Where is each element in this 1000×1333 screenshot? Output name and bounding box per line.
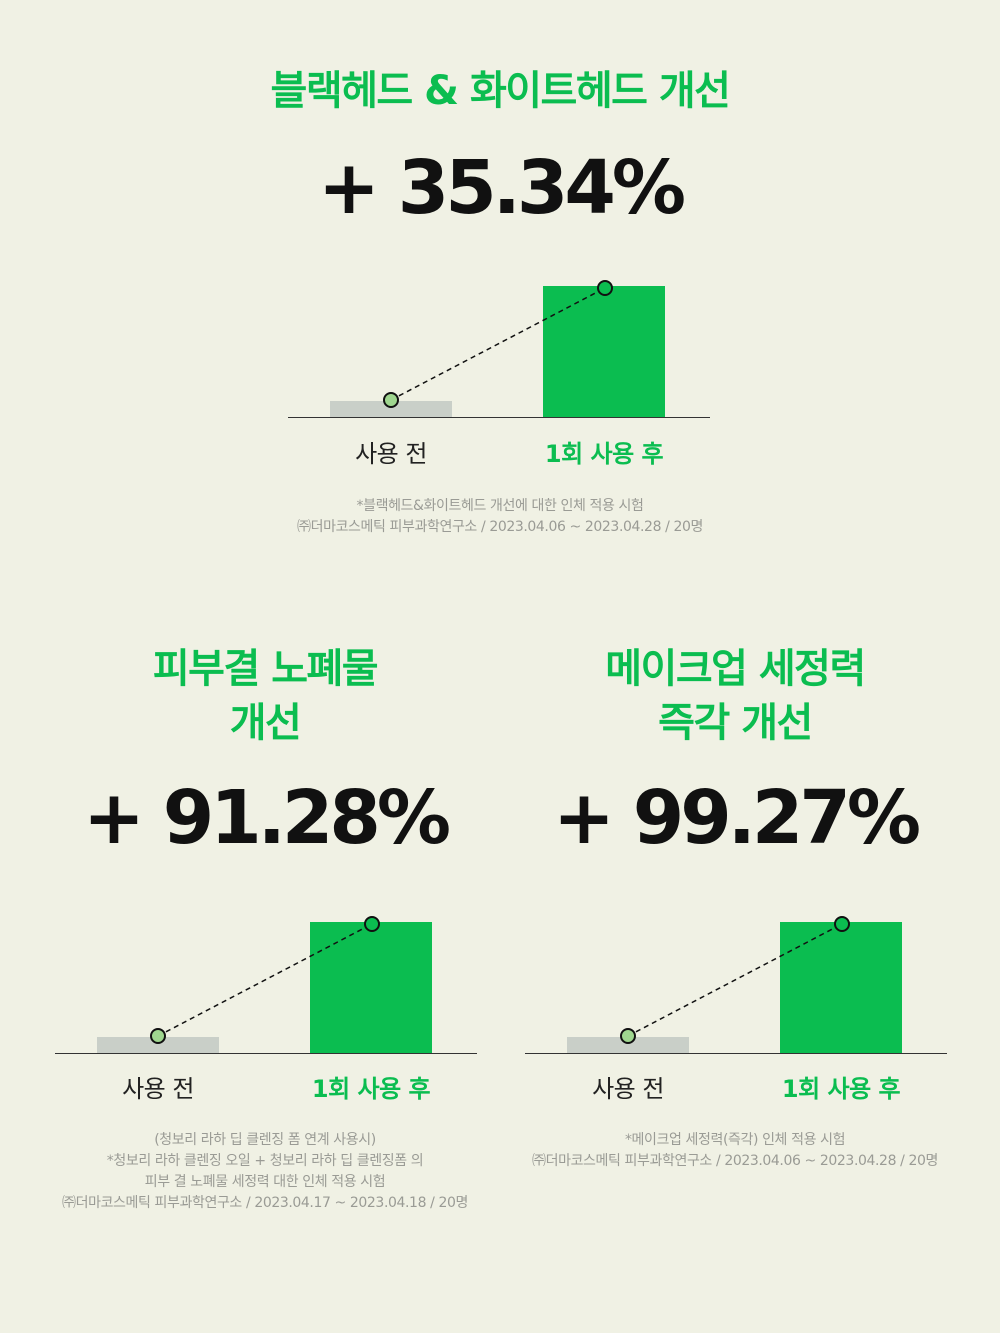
section-title: 블랙헤드 & 화이트헤드 개선	[270, 68, 731, 114]
footnote-line: *블랙헤드&화이트헤드 개선에 대한 인체 적용 시험	[356, 498, 644, 514]
section-skin-texture: 피부결 노폐물 개선 + 91.28%	[30, 642, 500, 858]
trend-line	[627, 923, 843, 1037]
improvement-percent: + 99.27%	[553, 775, 921, 861]
baseline	[55, 1053, 477, 1054]
dot-before	[383, 392, 399, 408]
dot-after	[834, 916, 850, 932]
improvement-percent: + 91.28%	[83, 775, 451, 861]
baseline	[525, 1053, 947, 1054]
bar-after	[310, 922, 432, 1053]
dot-before	[620, 1028, 636, 1044]
footnote: *블랙헤드&화이트헤드 개선에 대한 인체 적용 시험 ㈜더마코스메틱 피부과학…	[200, 496, 800, 538]
footnote-line: *청보리 라하 클렌징 오일 + 청보리 라하 딥 클렌징폼 의	[106, 1153, 424, 1169]
section-blackhead: 블랙헤드 & 화이트헤드 개선 + 35.34%	[0, 64, 1000, 228]
improvement-percent: + 35.34%	[318, 145, 686, 231]
footnote-line: *메이크업 세정력(즉각) 인체 적용 시험	[624, 1132, 846, 1148]
label-before: 사용 전	[592, 1075, 664, 1103]
bar-after	[543, 286, 665, 417]
label-after: 1회 사용 후	[544, 440, 664, 468]
footnote-line: ㈜더마코스메틱 피부과학연구소 / 2023.04.17 ~ 2023.04.1…	[62, 1195, 468, 1211]
footnote-line: ㈜더마코스메틱 피부과학연구소 / 2023.04.06 ~ 2023.04.2…	[532, 1153, 938, 1169]
footnote-line: (청보리 라하 딥 클렌징 폼 연계 사용시)	[154, 1132, 376, 1148]
label-after: 1회 사용 후	[311, 1075, 431, 1103]
dot-after	[364, 916, 380, 932]
section-makeup-cleansing: 메이크업 세정력 즉각 개선 + 99.27%	[500, 642, 970, 858]
section-title-line: 피부결 노폐물	[152, 646, 379, 692]
dot-after	[597, 280, 613, 296]
bar-before	[330, 401, 452, 417]
chart-skin-texture	[55, 906, 477, 1066]
bar-before	[97, 1037, 219, 1053]
footnote: *메이크업 세정력(즉각) 인체 적용 시험 ㈜더마코스메틱 피부과학연구소 /…	[500, 1130, 970, 1172]
label-before: 사용 전	[122, 1075, 194, 1103]
bar-before	[567, 1037, 689, 1053]
dot-before	[150, 1028, 166, 1044]
footnote-line: 피부 결 노폐물 세정력 대한 인체 적용 시험	[144, 1174, 386, 1190]
footnote: (청보리 라하 딥 클렌징 폼 연계 사용시) *청보리 라하 클렌징 오일 +…	[20, 1130, 510, 1214]
label-after: 1회 사용 후	[781, 1075, 901, 1103]
chart-makeup-cleansing	[525, 906, 947, 1066]
footnote-line: ㈜더마코스메틱 피부과학연구소 / 2023.04.06 ~ 2023.04.2…	[297, 519, 703, 535]
chart-blackhead	[288, 270, 710, 430]
trend-line	[390, 287, 606, 401]
bar-after	[780, 922, 902, 1053]
label-before: 사용 전	[355, 440, 427, 468]
baseline	[288, 417, 710, 418]
section-title-line: 메이크업 세정력	[605, 646, 866, 692]
trend-line	[157, 923, 373, 1037]
section-title-line: 즉각 개선	[658, 700, 813, 746]
section-title-line: 개선	[229, 700, 302, 746]
